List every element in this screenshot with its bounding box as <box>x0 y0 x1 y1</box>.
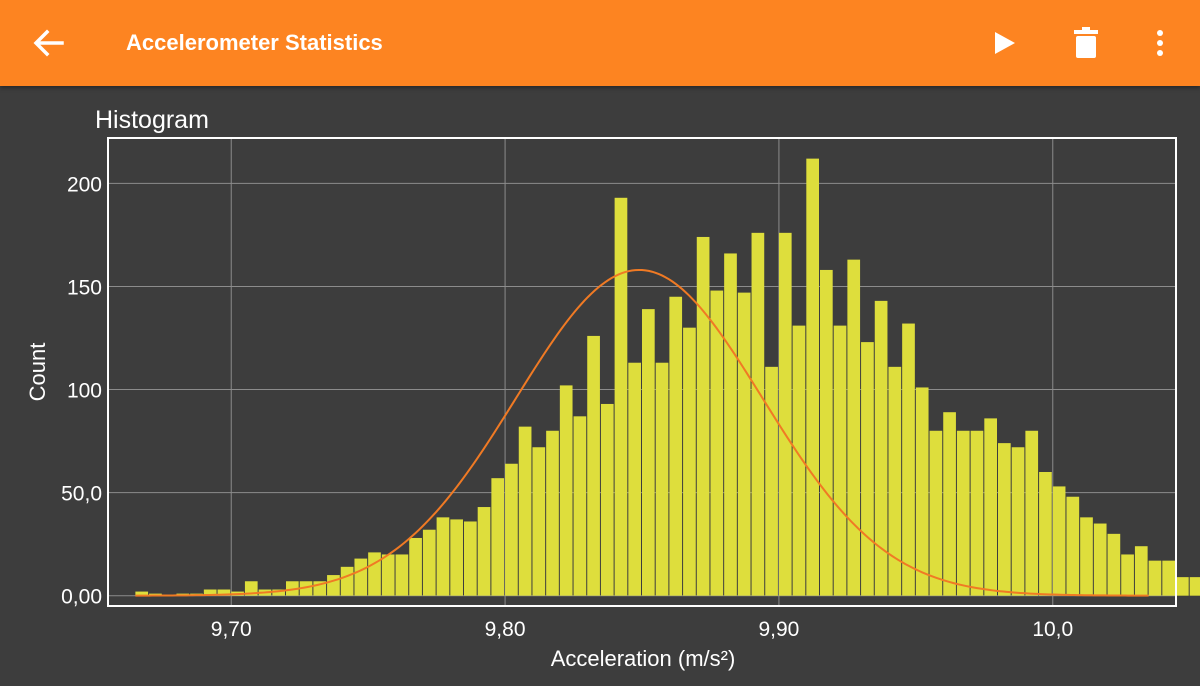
histogram-bar <box>1148 560 1162 596</box>
histogram-bar <box>395 554 409 596</box>
plot-frame <box>107 137 1177 607</box>
histogram-chart: Histogram 9,70 9,80 9,90 10,0 0,00 50,0 100 15… <box>0 86 1200 681</box>
histogram-bar <box>847 259 861 596</box>
histogram-bar <box>422 529 436 596</box>
histogram-bar <box>1093 523 1107 596</box>
histogram-bar <box>1189 577 1200 596</box>
histogram-bar <box>368 552 381 596</box>
y-tick-label: 150 <box>67 276 102 299</box>
y-tick-label: 50,0 <box>61 483 102 506</box>
histogram-bar <box>642 309 655 596</box>
histogram-bar <box>327 575 340 596</box>
histogram-bar <box>765 366 778 596</box>
histogram-bar <box>833 325 847 596</box>
histogram-bar <box>902 323 915 596</box>
app-bar: Accelerometer Statistics <box>0 0 1200 86</box>
histogram-bar <box>450 519 463 596</box>
histogram-bar <box>600 403 614 596</box>
histogram-bar <box>970 430 984 596</box>
y-axis-label: Count <box>25 343 50 402</box>
histogram-svg: Histogram 9,70 9,80 9,90 10,0 0,00 50,0 100 15… <box>25 106 1200 671</box>
histogram-bar <box>587 335 600 596</box>
histogram-bar <box>1052 486 1066 596</box>
histogram-bar <box>1066 496 1080 596</box>
histogram-bar <box>820 269 833 596</box>
histogram-bar <box>546 430 559 596</box>
histogram-bar <box>1080 517 1093 596</box>
y-tick-label: 100 <box>67 380 102 403</box>
histogram-bar <box>806 158 819 596</box>
delete-icon[interactable] <box>1069 26 1103 60</box>
histogram-bar <box>1107 533 1121 596</box>
histogram-bar <box>135 591 149 596</box>
arrow-back-icon[interactable] <box>28 25 68 61</box>
histogram-bar <box>956 430 970 596</box>
histogram-bar <box>915 387 929 596</box>
histogram-bar <box>1134 546 1148 596</box>
histogram-bar <box>286 581 299 596</box>
more-vert-icon[interactable] <box>1143 26 1177 60</box>
x-tick-label: 9,70 <box>211 618 252 641</box>
histogram-bar <box>381 554 395 596</box>
histogram-bar <box>874 300 888 596</box>
histogram-bar <box>573 416 587 596</box>
histogram-bars <box>135 158 1200 596</box>
histogram-bar <box>1025 430 1039 596</box>
histogram-bar <box>272 589 285 596</box>
histogram-bar <box>409 537 422 596</box>
histogram-bar <box>655 362 669 596</box>
x-axis-label: Acceleration (m/s²) <box>551 646 736 671</box>
play-icon[interactable] <box>988 26 1022 60</box>
histogram-bar <box>491 478 505 596</box>
histogram-bar <box>792 325 806 596</box>
x-tick-label: 10,0 <box>1032 618 1073 641</box>
histogram-bar <box>340 566 354 596</box>
histogram-bar <box>217 589 231 596</box>
histogram-bar <box>436 517 450 596</box>
histogram-bar <box>1121 554 1134 596</box>
histogram-bar <box>751 232 765 596</box>
histogram-bar <box>888 366 902 596</box>
histogram-bar <box>299 581 313 596</box>
histogram-bar <box>984 418 997 596</box>
histogram-bar <box>505 463 518 596</box>
histogram-bar <box>1162 560 1175 596</box>
fit-curve-layer <box>135 268 1149 597</box>
histogram-bar <box>203 589 217 596</box>
histogram-bar <box>614 197 628 596</box>
page-title: Accelerometer Statistics <box>126 30 383 55</box>
x-tick-label: 9,80 <box>485 618 526 641</box>
histogram-bar <box>778 232 792 596</box>
histogram-bar <box>998 443 1011 596</box>
histogram-bar <box>559 385 573 596</box>
histogram-bar <box>861 342 874 596</box>
histogram-bar <box>929 430 943 596</box>
histogram-bar <box>244 581 258 596</box>
histogram-bar <box>737 292 751 596</box>
histogram-bar <box>696 236 710 596</box>
histogram-bar <box>710 290 724 596</box>
histogram-bar <box>518 426 532 596</box>
x-tick-labels: 9,70 9,80 9,90 10,0 <box>211 618 1073 641</box>
x-tick-label: 9,90 <box>758 618 799 641</box>
histogram-bar <box>628 362 641 596</box>
histogram-bar <box>943 412 956 596</box>
y-tick-label: 200 <box>67 173 102 196</box>
normal-fit-curve <box>135 268 1149 597</box>
histogram-bar <box>354 558 368 596</box>
histogram-bar <box>683 327 696 596</box>
histogram-bar <box>724 253 737 596</box>
histogram-bar <box>669 296 683 596</box>
y-tick-label: 0,00 <box>61 586 102 609</box>
histogram-bar <box>1176 577 1189 596</box>
histogram-bar <box>477 507 491 596</box>
chart-title: Histogram <box>95 106 209 134</box>
histogram-bar <box>464 521 477 596</box>
histogram-bar <box>1039 471 1052 596</box>
histogram-bar <box>1011 447 1025 596</box>
histogram-bar <box>532 447 546 596</box>
y-tick-labels: 0,00 50,0 100 150 200 <box>61 173 102 608</box>
